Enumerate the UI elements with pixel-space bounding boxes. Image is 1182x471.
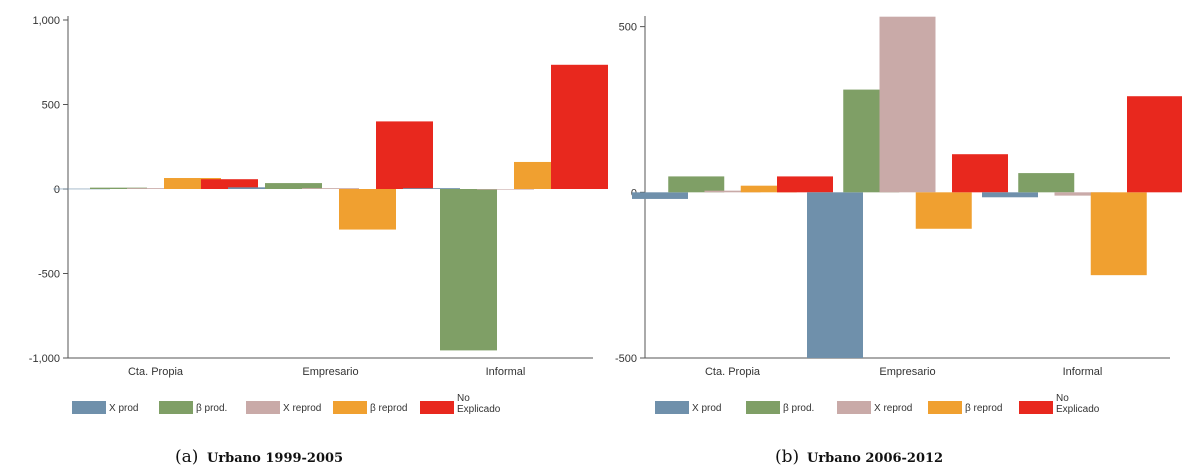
bar-5-2 bbox=[376, 121, 433, 189]
legend-swatch bbox=[420, 401, 454, 414]
panel-caption: Urbano 2006-2012 bbox=[807, 451, 943, 466]
y-tick-label: -500 bbox=[615, 353, 637, 365]
legend-swatch bbox=[246, 401, 280, 414]
y-tick-label: 0 bbox=[54, 184, 60, 196]
bar-1-2 bbox=[228, 187, 285, 189]
bar-3-2 bbox=[879, 16, 936, 193]
bar-4-3 bbox=[1090, 192, 1147, 276]
legend-swatch bbox=[72, 401, 106, 414]
legend-swatch bbox=[928, 401, 962, 414]
legend-label: β prod. bbox=[783, 403, 814, 414]
bar-3-1 bbox=[704, 190, 761, 193]
x-category-label: Cta. Propia bbox=[128, 366, 184, 378]
y-tick-label: 500 bbox=[619, 22, 637, 34]
bar-5-3 bbox=[551, 64, 608, 189]
bar-2-3 bbox=[440, 189, 497, 351]
legend-label: No bbox=[1056, 393, 1069, 404]
bar-3-2 bbox=[302, 188, 359, 189]
y-tick-label: 1,000 bbox=[32, 15, 60, 27]
legend-label: X reprod bbox=[283, 403, 321, 414]
bar-3-3 bbox=[1054, 192, 1111, 196]
legend-label: No bbox=[457, 393, 470, 404]
bar-2-2 bbox=[265, 183, 322, 189]
bar-1-2 bbox=[807, 192, 863, 358]
bar-2-1 bbox=[668, 176, 725, 193]
legend-label: X prod bbox=[692, 403, 721, 414]
bar-5-1 bbox=[201, 179, 258, 189]
legend-label: X reprod bbox=[874, 403, 912, 414]
legend-swatch bbox=[655, 401, 689, 414]
x-category-label: Empresario bbox=[302, 366, 358, 378]
legend-label: β reprod bbox=[370, 403, 407, 414]
bar-3-3 bbox=[477, 189, 534, 190]
x-category-label: Empresario bbox=[879, 366, 935, 378]
bar-4-1 bbox=[740, 185, 797, 193]
legend-label: Explicado bbox=[1056, 404, 1100, 415]
y-tick-label: -500 bbox=[38, 269, 60, 281]
x-category-label: Cta. Propia bbox=[705, 366, 761, 378]
bar-5-1 bbox=[777, 176, 833, 193]
bar-4-2 bbox=[339, 189, 396, 230]
bar-3-1 bbox=[127, 188, 184, 189]
legend-label: β reprod bbox=[965, 403, 1002, 414]
panel-caption-letter: (b) bbox=[775, 447, 799, 467]
bar-1-3 bbox=[403, 188, 460, 189]
chart-panel-1: -1,000 -500 0 500 1,000 Cta. Propia Empresario… bbox=[29, 15, 608, 467]
legend-swatch bbox=[159, 401, 193, 414]
bar-1-1 bbox=[53, 188, 110, 190]
legend-label: Explicado bbox=[457, 404, 501, 415]
bar-2-1 bbox=[90, 187, 147, 189]
legend-swatch bbox=[837, 401, 871, 414]
legend-swatch bbox=[1019, 401, 1053, 414]
panel-caption-letter: (a) bbox=[175, 447, 198, 467]
bar-2-3 bbox=[1018, 173, 1075, 193]
x-category-label: Informal bbox=[1063, 366, 1103, 378]
legend-label: β prod. bbox=[196, 403, 227, 414]
bar-5-2 bbox=[952, 154, 1008, 193]
x-category-label: Informal bbox=[486, 366, 526, 378]
legend-label: X prod bbox=[109, 403, 138, 414]
panel-caption: Urbano 1999-2005 bbox=[207, 451, 343, 466]
y-tick-label: 500 bbox=[42, 100, 60, 112]
bar-1-1 bbox=[632, 192, 688, 199]
bar-5-3 bbox=[1127, 96, 1182, 193]
legend-swatch bbox=[746, 401, 780, 414]
y-tick-label: -1,000 bbox=[29, 353, 60, 365]
bar-4-2 bbox=[915, 192, 972, 229]
legend-swatch bbox=[333, 401, 367, 414]
bar-1-3 bbox=[982, 192, 1038, 198]
bar-4-1 bbox=[164, 178, 221, 189]
